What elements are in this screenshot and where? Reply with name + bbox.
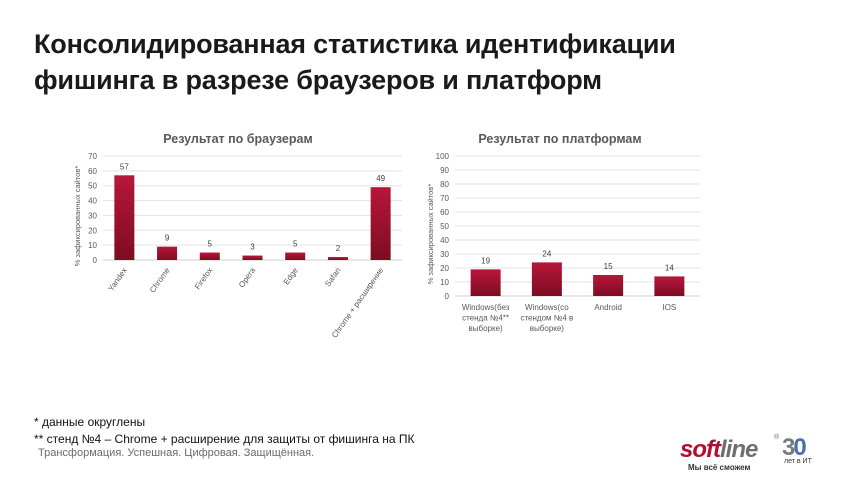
- browser-y-axis-label: % зафиксированных сайтов*: [73, 166, 82, 267]
- platform-y-tick-label: 30: [440, 250, 449, 259]
- browser-data-label: 49: [376, 174, 385, 183]
- platform-y-tick-label: 100: [436, 152, 450, 161]
- browser-y-tick-label: 50: [88, 182, 97, 191]
- browser-category-label: Safari: [323, 266, 342, 288]
- browser-bar: [370, 187, 391, 260]
- browser-bar: [199, 252, 220, 260]
- platform-bar: [531, 262, 562, 296]
- browser-bar: [157, 246, 178, 260]
- platform-data-label: 19: [481, 256, 490, 265]
- platform-bar: [654, 276, 685, 296]
- platform-y-tick-label: 10: [440, 278, 449, 287]
- softline-wordmark: softline: [680, 436, 758, 464]
- browser-y-tick-label: 70: [88, 152, 97, 161]
- footnote-stand4: ** стенд №4 – Chrome + расширение для за…: [34, 432, 415, 446]
- browser-bar: [327, 257, 348, 260]
- platform-data-label: 24: [542, 249, 551, 258]
- platform-y-tick-label: 80: [440, 180, 449, 189]
- browser-category-label: Chrome: [148, 266, 172, 295]
- slide-title: Консолидированная статистика идентификац…: [34, 26, 794, 98]
- browser-y-tick-label: 10: [88, 241, 97, 250]
- browser-category-label: Edge: [282, 266, 300, 287]
- logo-registered-mark: ®: [774, 434, 780, 441]
- platform-category-label: Windows(без стенда №4** выборке): [462, 303, 510, 333]
- platform-y-tick-label: 20: [440, 264, 449, 273]
- platform-category-label: IOS: [662, 303, 676, 312]
- browser-y-tick-label: 40: [88, 197, 97, 206]
- platform-y-axis-label: % зафиксированных сайтов*: [426, 184, 435, 285]
- platform-bar: [593, 275, 624, 296]
- browser-data-label: 9: [165, 234, 170, 243]
- platform-y-tick-label: 70: [440, 194, 449, 203]
- browser-category-label: Yandex: [106, 266, 129, 293]
- softline-logo: softline ® Мы всё сможем 30 лет в ИТ: [680, 434, 830, 472]
- slide-title-line2: фишинга в разрезе браузеров и платформ: [34, 65, 602, 95]
- footnote-rounded: * данные округлены: [34, 415, 146, 429]
- platform-chart-title: Результат по платформам: [478, 132, 641, 146]
- logo-slogan: Мы всё сможем: [688, 463, 751, 472]
- platform-y-tick-label: 90: [440, 166, 449, 175]
- browser-category-label: Firefox: [193, 266, 214, 291]
- logo-30-years: 30: [782, 434, 807, 462]
- platform-y-tick-label: 0: [445, 292, 450, 301]
- tagline: Трансформация. Успешная. Цифровая. Защищ…: [38, 447, 315, 459]
- browser-bar: [242, 255, 263, 260]
- browser-y-tick-label: 30: [88, 211, 97, 220]
- logo-years-caption: лет в ИТ: [784, 458, 812, 465]
- logo-soft: soft: [680, 436, 721, 463]
- platform-data-label: 15: [604, 262, 613, 271]
- browser-chart-title: Результат по браузерам: [163, 132, 312, 146]
- browser-category-label: Chrome + расширение: [330, 266, 386, 340]
- browser-data-label: 57: [120, 162, 129, 171]
- platform-y-tick-label: 50: [440, 222, 449, 231]
- browser-bar: [114, 175, 135, 260]
- browser-data-label: 5: [293, 240, 298, 249]
- browser-data-label: 2: [336, 244, 341, 253]
- platform-category-label: Windows(со стендом №4 в выборке): [520, 303, 573, 333]
- logo-line: line: [720, 436, 758, 463]
- platform-y-tick-label: 60: [440, 208, 449, 217]
- platform-y-tick-label: 40: [440, 236, 449, 245]
- logo-30-digit0: 0: [793, 434, 806, 461]
- browser-y-tick-label: 60: [88, 167, 97, 176]
- browser-data-label: 5: [208, 240, 213, 249]
- slide-title-line1: Консолидированная статистика идентификац…: [34, 29, 676, 59]
- logo-30-digit3: 3: [782, 434, 795, 461]
- browser-y-tick-label: 0: [93, 256, 98, 265]
- platform-category-label: Android: [594, 303, 622, 312]
- platform-bar: [470, 269, 501, 296]
- browser-y-tick-label: 20: [88, 226, 97, 235]
- browser-data-label: 3: [250, 243, 255, 252]
- browser-bar: [285, 252, 306, 260]
- platform-data-label: 14: [665, 263, 674, 272]
- browser-category-label: Opera: [237, 266, 257, 290]
